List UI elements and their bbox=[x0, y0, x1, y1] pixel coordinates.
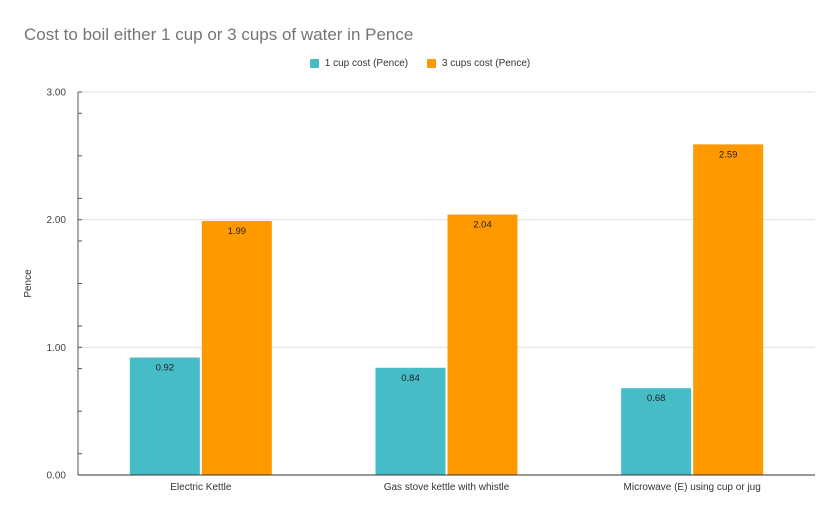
bars bbox=[129, 144, 764, 476]
legend-label-3-cups: 3 cups cost (Pence) bbox=[441, 58, 531, 69]
legend-swatch-1-cup bbox=[309, 59, 319, 68]
y-tick-label: 1.00 bbox=[47, 343, 67, 354]
bar-3-cups bbox=[201, 220, 272, 475]
data-labels: 0.92 1.99 0.84 2.04 0.68 2.59 bbox=[156, 149, 738, 404]
y-tick-label: 2.00 bbox=[47, 215, 67, 226]
bar-3-cups bbox=[693, 144, 764, 476]
legend: 1 cup cost (Pence) 3 cups cost (Pence) bbox=[0, 58, 840, 71]
legend-label-1-cup: 1 cup cost (Pence) bbox=[324, 58, 409, 69]
x-tick-label: Electric Kettle bbox=[170, 482, 232, 493]
data-label: 0.92 bbox=[156, 363, 175, 374]
legend-item-1-cup: 1 cup cost (Pence) bbox=[309, 58, 409, 69]
y-tick-label: 3.00 bbox=[47, 88, 67, 99]
x-tick-label: Microwave (E) using cup or jug bbox=[624, 482, 761, 493]
bar-3-cups bbox=[447, 214, 518, 475]
data-label: 2.59 bbox=[719, 149, 738, 160]
x-tick-label: Gas stove kettle with whistle bbox=[384, 482, 510, 493]
data-label: 0.68 bbox=[647, 393, 666, 404]
bar-1-cup bbox=[621, 388, 692, 475]
y-axis-title: Pence bbox=[23, 269, 34, 298]
data-label: 0.84 bbox=[401, 373, 420, 384]
data-label: 2.04 bbox=[473, 220, 492, 231]
axes: 0.00 1.00 2.00 3.00 Pence Electric Kettle Gas … bbox=[23, 88, 815, 493]
data-label: 1.99 bbox=[228, 226, 247, 237]
chart-title: Cost to boil either 1 cup or 3 cups of w… bbox=[24, 25, 414, 44]
bar-1-cup bbox=[129, 357, 200, 475]
bar-1-cup bbox=[375, 367, 446, 475]
y-tick-label: 0.00 bbox=[47, 471, 67, 482]
gridlines bbox=[78, 91, 815, 348]
legend-swatch-3-cups bbox=[426, 59, 436, 68]
legend-item-3-cups: 3 cups cost (Pence) bbox=[426, 58, 531, 69]
